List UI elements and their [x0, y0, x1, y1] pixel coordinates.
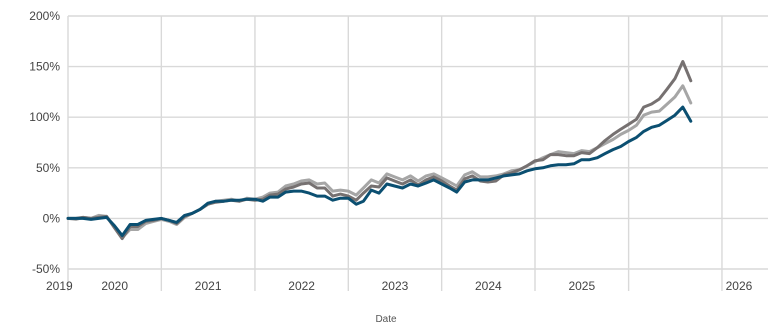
series-line-3: [66, 105, 693, 238]
series-lines: [66, 60, 693, 241]
y-tick-label: 100%: [29, 110, 60, 124]
x-tick-label: 2022: [288, 279, 315, 293]
x-tick-label: 2021: [195, 279, 222, 293]
x-axis-label: Date: [375, 314, 397, 325]
x-tick-label: 2020: [101, 279, 128, 293]
y-axis-ticks: 200% 150% 100% 50% 0% -50%: [29, 9, 60, 276]
x-tick-label: 2023: [382, 279, 409, 293]
x-tick-label: 2019: [46, 279, 73, 293]
y-tick-label: 0%: [43, 211, 61, 225]
y-tick-label: 50%: [36, 161, 60, 175]
x-tick-label: 2025: [568, 279, 595, 293]
y-tick-label: 200%: [29, 9, 60, 23]
x-tick-label: 2026: [726, 279, 753, 293]
y-tick-label: -50%: [32, 262, 60, 276]
x-tick-label: 2024: [475, 279, 502, 293]
y-tick-label: 150%: [29, 60, 60, 74]
gridlines: [67, 15, 768, 291]
x-axis-ticks: 2019 2020 2021 2022 2023 2024 2025 2026: [46, 279, 753, 293]
